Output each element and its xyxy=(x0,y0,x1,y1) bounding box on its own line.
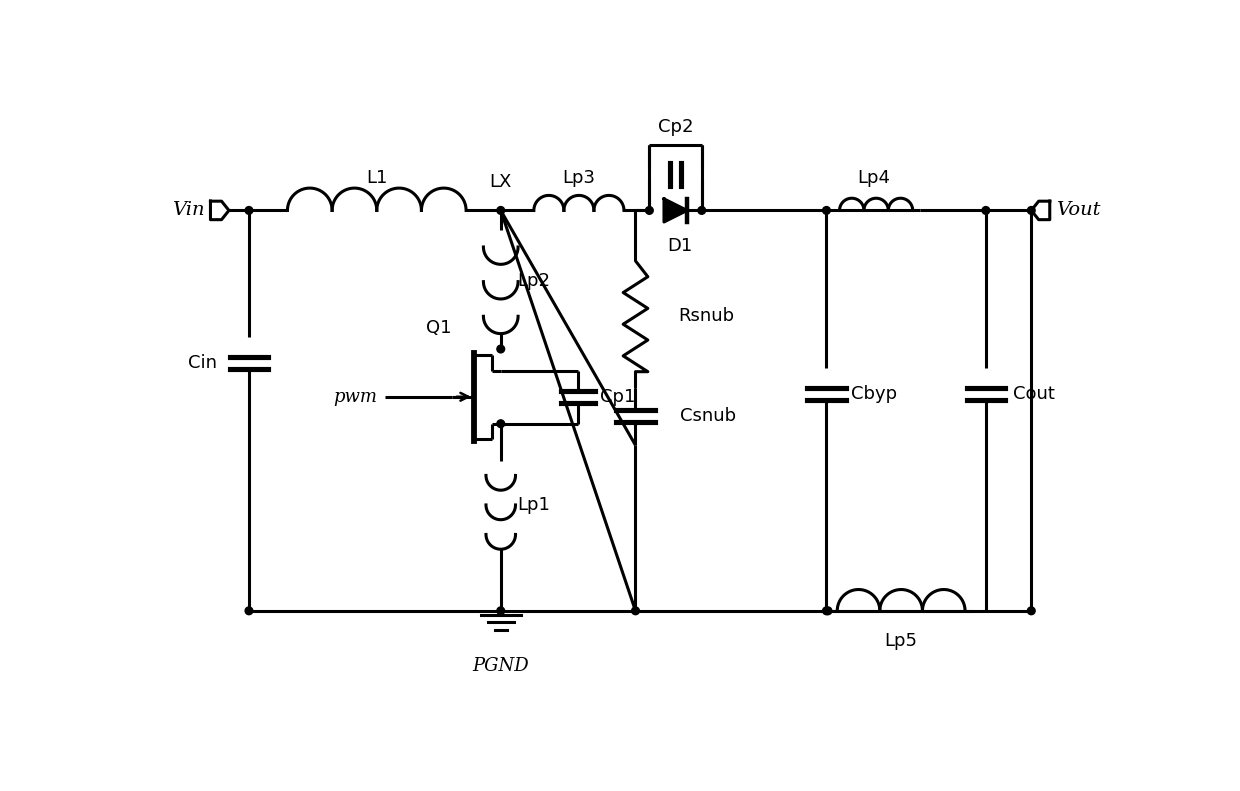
Circle shape xyxy=(246,607,253,615)
Polygon shape xyxy=(663,199,687,222)
Text: PGND: PGND xyxy=(472,657,529,675)
Text: Rsnub: Rsnub xyxy=(678,307,734,325)
Text: pwm: pwm xyxy=(334,388,377,406)
Circle shape xyxy=(1028,206,1035,214)
Circle shape xyxy=(822,607,831,615)
Text: Lp5: Lp5 xyxy=(884,632,916,650)
Text: Lp3: Lp3 xyxy=(562,169,595,187)
Text: Lp4: Lp4 xyxy=(858,169,890,187)
Text: Csnub: Csnub xyxy=(681,407,737,425)
Text: Cp1: Cp1 xyxy=(600,388,635,406)
Circle shape xyxy=(698,206,706,214)
Text: Q1: Q1 xyxy=(427,320,451,338)
Text: Cout: Cout xyxy=(1013,384,1054,403)
Text: Vout: Vout xyxy=(1056,202,1100,219)
Text: Cin: Cin xyxy=(188,354,217,372)
Circle shape xyxy=(246,206,253,214)
Circle shape xyxy=(646,206,653,214)
Circle shape xyxy=(497,607,505,615)
Text: Lp1: Lp1 xyxy=(517,495,551,513)
Text: D1: D1 xyxy=(667,237,692,255)
Circle shape xyxy=(1028,607,1035,615)
Circle shape xyxy=(497,420,505,428)
Circle shape xyxy=(822,206,831,214)
Circle shape xyxy=(497,206,505,214)
Circle shape xyxy=(982,206,990,214)
Text: Cbyp: Cbyp xyxy=(851,384,898,403)
Text: Vin: Vin xyxy=(172,202,205,219)
Circle shape xyxy=(825,607,832,615)
Circle shape xyxy=(631,607,640,615)
Text: LX: LX xyxy=(490,173,512,191)
Text: Lp2: Lp2 xyxy=(517,272,551,290)
Text: L1: L1 xyxy=(366,169,387,187)
Circle shape xyxy=(497,345,505,353)
Text: Cp2: Cp2 xyxy=(657,118,693,136)
